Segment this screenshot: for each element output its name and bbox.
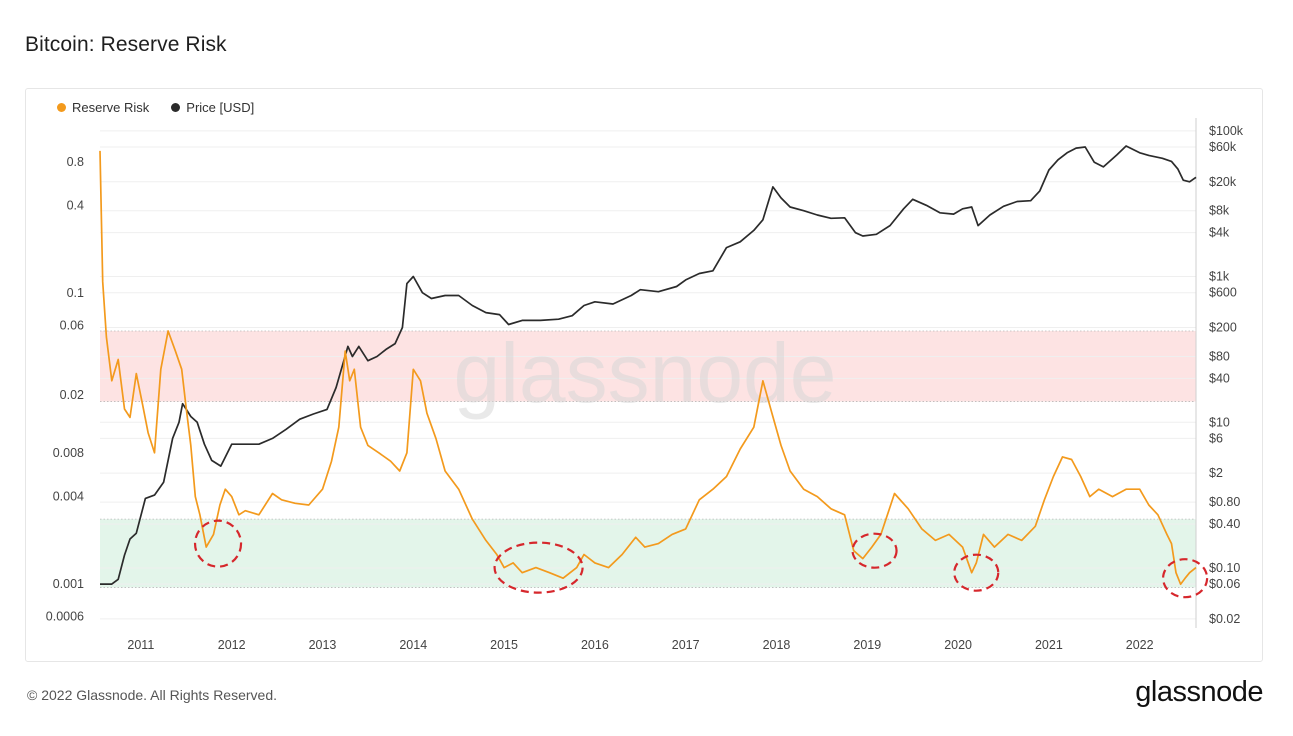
right-axis-tick-label: $0.06 xyxy=(1209,577,1240,591)
x-axis-tick-label: 2022 xyxy=(1126,638,1154,652)
right-axis-tick-label: $0.80 xyxy=(1209,495,1240,509)
x-axis-tick-label: 2012 xyxy=(218,638,246,652)
legend-dot-reserve-risk xyxy=(57,103,66,112)
right-axis-tick-label: $0.40 xyxy=(1209,517,1240,531)
x-axis-tick-label: 2016 xyxy=(581,638,609,652)
left-axis-tick-label: 0.06 xyxy=(60,318,84,332)
price-series-line xyxy=(100,145,1197,585)
legend-item-reserve-risk[interactable]: Reserve Risk xyxy=(57,100,149,115)
right-axis-tick-label: $100k xyxy=(1209,124,1244,138)
x-axis-tick-label: 2015 xyxy=(490,638,518,652)
watermark-text: glassnode xyxy=(454,326,837,420)
right-axis-tick-label: $8k xyxy=(1209,204,1230,218)
left-axis-tick-label: 0.004 xyxy=(53,490,84,504)
reserve-risk-series-line xyxy=(99,150,1197,586)
x-axis-tick-label: 2011 xyxy=(127,638,154,652)
right-axis-tick-label: $10 xyxy=(1209,415,1230,429)
x-axis-tick-label: 2019 xyxy=(853,638,881,652)
right-axis-tick-label: $2 xyxy=(1209,466,1223,480)
chart-legend: Reserve Risk Price [USD] xyxy=(57,100,254,115)
left-axis-tick-label: 0.02 xyxy=(60,388,84,402)
left-axis-tick-label: 0.008 xyxy=(53,446,84,460)
footer-copyright: © 2022 Glassnode. All Rights Reserved. xyxy=(27,687,278,703)
left-axis-tick-label: 0.001 xyxy=(53,577,84,591)
right-axis-tick-label: $80 xyxy=(1209,349,1230,363)
left-axis-tick-label: 0.8 xyxy=(67,155,84,169)
right-axis-tick-label: $0.02 xyxy=(1209,612,1240,626)
zone-overvalued xyxy=(100,330,1196,402)
annotation-dashed-circle xyxy=(193,519,243,568)
right-axis-tick-label: $20k xyxy=(1209,175,1237,189)
page-title: Bitcoin: Reserve Risk xyxy=(25,33,227,56)
right-axis-tick-label: $4k xyxy=(1209,226,1230,240)
left-axis-tick-label: 0.0006 xyxy=(46,609,84,623)
annotation-dashed-circle xyxy=(1162,558,1209,599)
right-axis-tick-label: $60k xyxy=(1209,140,1237,154)
legend-dot-price xyxy=(171,103,181,112)
right-axis-tick-label: $1k xyxy=(1209,270,1230,284)
right-axis-tick-label: $200 xyxy=(1209,320,1237,334)
x-axis-tick-label: 2017 xyxy=(672,638,700,652)
x-axis-tick-label: 2021 xyxy=(1035,638,1063,652)
right-axis-tick-label: $6 xyxy=(1209,431,1223,445)
annotation-dashed-circle xyxy=(493,541,584,594)
zone-undervalued xyxy=(100,519,1196,588)
x-axis-tick-label: 2020 xyxy=(944,638,972,652)
chart-frame xyxy=(25,88,1263,662)
x-axis-tick-label: 2014 xyxy=(399,638,427,652)
x-axis-tick-label: 2018 xyxy=(763,638,791,652)
legend-item-price[interactable]: Price [USD] xyxy=(171,100,254,115)
annotation-dashed-circle xyxy=(953,553,1000,592)
right-axis-tick-label: $600 xyxy=(1209,286,1237,300)
x-axis-tick-label: 2013 xyxy=(309,638,337,652)
glassnode-logo[interactable]: glassnode xyxy=(1135,676,1263,708)
annotation-dashed-circle xyxy=(851,532,898,569)
left-axis-tick-label: 0.4 xyxy=(67,199,84,213)
right-axis-tick-label: $0.10 xyxy=(1209,561,1240,575)
legend-label-reserve-risk: Reserve Risk xyxy=(72,100,150,115)
right-axis-tick-label: $40 xyxy=(1209,371,1230,385)
left-axis-tick-label: 0.1 xyxy=(67,286,84,300)
legend-label-price: Price [USD] xyxy=(186,100,255,115)
